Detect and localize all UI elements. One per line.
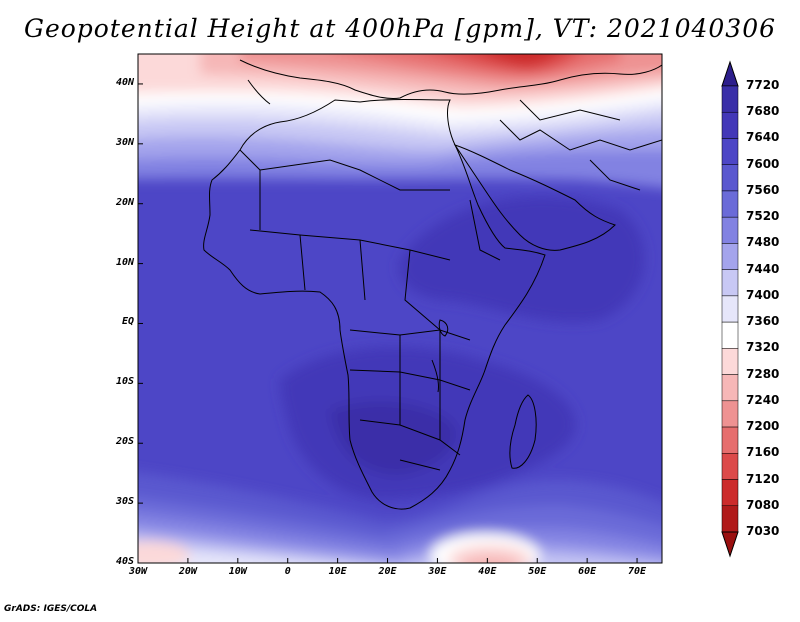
map-frame	[137, 53, 663, 564]
lon-tick-label: 30E	[428, 566, 447, 577]
colorbar-swatch	[721, 85, 739, 113]
lon-tick-label: 10E	[328, 566, 347, 577]
lon-tick-label: 0	[284, 566, 291, 577]
lat-tick-label: EQ	[121, 316, 134, 328]
lon-tick-label: 20W	[178, 566, 197, 577]
colorbar	[721, 60, 739, 558]
colorbar-level-label: 7120	[746, 471, 780, 486]
coastlines	[203, 59, 662, 510]
colorbar-level-label: 7030	[746, 524, 780, 538]
colorbar-level-label: 7560	[746, 182, 780, 197]
height-field	[138, 54, 662, 563]
colorbar-level-label: 7720	[746, 78, 780, 92]
lon-tick-label: 30W	[128, 566, 148, 577]
colorbar-swatch	[721, 426, 739, 454]
colorbar-swatch	[721, 269, 739, 297]
colorbar-level-label: 7360	[746, 314, 780, 329]
colorbar-swatch	[721, 138, 739, 165]
lon-tick-label: 50E	[528, 566, 547, 577]
colorbar-level-label: 7240	[746, 392, 780, 407]
colorbar-level-label: 7160	[746, 445, 780, 460]
colorbar-swatch	[721, 164, 739, 192]
colorbar-level-label: 7640	[746, 130, 780, 145]
colorbar-level-label: 7480	[746, 235, 780, 250]
colorbar-swatch	[721, 111, 739, 139]
lat-tick-label: 30N	[115, 136, 134, 148]
colorbar-swatch	[721, 216, 739, 244]
colorbar-level-label: 7440	[746, 261, 780, 276]
colorbar-swatch	[721, 453, 739, 480]
colorbar-swatch	[721, 190, 739, 218]
colorbar-swatch	[721, 505, 739, 533]
colorbar-level-label: 7520	[746, 209, 780, 224]
lat-tick-label: 20S	[115, 436, 134, 448]
lon-tick-label: 20E	[378, 566, 397, 577]
colorbar-swatch	[721, 321, 739, 349]
axis-ticks	[137, 83, 638, 564]
lon-tick-label: 60E	[578, 566, 597, 577]
colorbar-swatch	[721, 243, 739, 270]
colorbar-level-label: 7680	[746, 104, 780, 119]
colorbar-swatch	[721, 295, 739, 323]
lon-tick-label: 70E	[628, 566, 647, 577]
lat-tick-label: 10N	[115, 256, 134, 268]
colorbar-swatch	[721, 479, 739, 507]
colorbar-top-arrow	[721, 60, 739, 87]
lat-tick-label: 10S	[115, 376, 134, 388]
colorbar-swatch	[721, 400, 739, 428]
lat-tick-label: 20N	[115, 196, 134, 208]
colorbar-level-label: 7080	[746, 497, 780, 512]
colorbar-level-label: 7600	[746, 156, 780, 171]
colorbar-swatch	[721, 348, 739, 375]
colorbar-swatch	[721, 374, 739, 402]
map-title: Geopotential Height at 400hPa [gpm], VT:…	[23, 14, 777, 43]
lat-tick-label: 40N	[115, 76, 134, 88]
colorbar-level-label: 7320	[746, 340, 780, 355]
colorbar-level-label: 7200	[746, 419, 780, 434]
colorbar-level-label: 7280	[746, 366, 780, 381]
colorbar-level-label: 7400	[746, 287, 780, 302]
lon-tick-label: 10W	[228, 566, 247, 577]
lat-tick-label: 40S	[115, 556, 134, 567]
footer-credit: GrADS: IGES/COLA	[4, 604, 98, 614]
colorbar-bottom-arrow	[721, 531, 739, 558]
lon-tick-label: 40E	[478, 566, 497, 577]
lat-tick-label: 30S	[115, 496, 134, 508]
